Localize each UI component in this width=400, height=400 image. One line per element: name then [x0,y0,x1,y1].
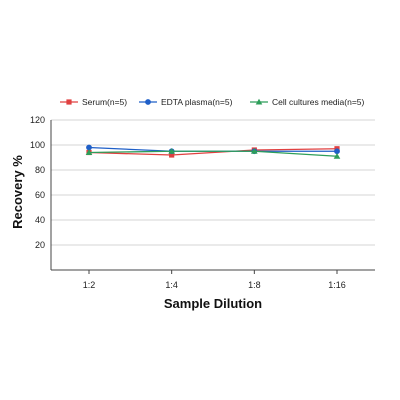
x-tick-label: 1:2 [83,280,96,290]
series-line [88,150,338,157]
y-tick-labels: 20 40 60 80 100 120 [30,115,45,250]
legend-label: Serum(n=5) [82,97,127,107]
y-tick-label: 60 [35,190,45,200]
data-point-circle-marker [145,99,151,105]
y-tick-label: 120 [30,115,45,125]
data-point-triangle-marker [85,149,93,155]
y-axis-title: Recovery % [10,155,25,229]
data-point-triangle-marker [251,147,258,154]
data-point-triangle-marker [255,98,263,105]
series-group [85,144,341,159]
y-tick-label: 100 [30,140,45,150]
y-tick-label: 40 [35,215,45,225]
x-axis-title: Sample Dilution [164,296,262,311]
data-point-square-marker [169,152,175,158]
legend: Serum(n=5) EDTA plasma(n=5) Cell cultures … [60,97,365,107]
legend-label: EDTA plasma(n=5) [161,97,233,107]
data-point-square-marker [66,99,72,105]
axes [50,120,375,271]
x-tick-label: 1:16 [328,280,346,290]
data-point-triangle-marker [333,152,341,159]
y-tick-label: 80 [35,165,45,175]
data-point-circle-marker [86,144,92,151]
x-tick-label: 1:4 [165,280,178,290]
series-line [88,148,338,156]
legend-label: Cell cultures media(n=5) [272,97,365,107]
data-point-triangle-marker [168,147,175,154]
y-tick-label: 20 [35,240,45,250]
series-2 [85,147,341,159]
data-point-circle-marker [334,148,340,155]
x-tick-label: 1:8 [248,280,261,290]
gridlines [51,119,375,246]
x-tick-labels: 1:2 1:4 1:8 1:16 [83,270,346,290]
